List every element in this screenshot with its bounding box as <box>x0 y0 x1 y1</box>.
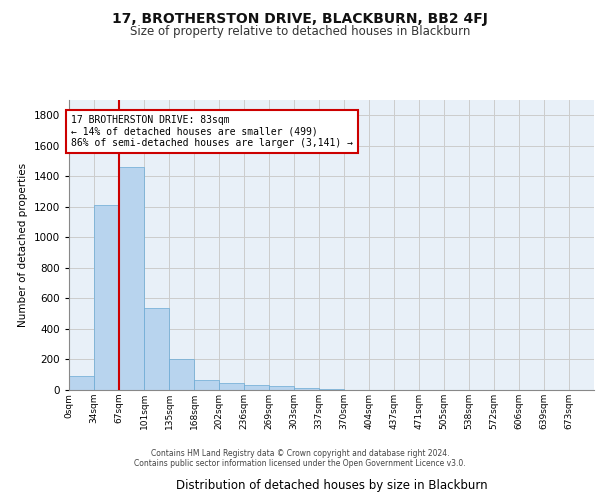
Bar <box>294 388 319 390</box>
Bar <box>94 206 119 390</box>
Text: 17 BROTHERSTON DRIVE: 83sqm
← 14% of detached houses are smaller (499)
86% of se: 17 BROTHERSTON DRIVE: 83sqm ← 14% of det… <box>71 116 353 148</box>
Bar <box>269 386 294 390</box>
Text: Size of property relative to detached houses in Blackburn: Size of property relative to detached ho… <box>130 25 470 38</box>
Bar <box>244 384 269 390</box>
Bar <box>219 383 244 390</box>
Bar <box>144 308 169 390</box>
Text: Contains HM Land Registry data © Crown copyright and database right 2024.: Contains HM Land Registry data © Crown c… <box>151 448 449 458</box>
Bar <box>119 167 144 390</box>
Bar <box>194 380 219 390</box>
Bar <box>69 376 94 390</box>
X-axis label: Distribution of detached houses by size in Blackburn: Distribution of detached houses by size … <box>176 479 487 492</box>
Text: Contains public sector information licensed under the Open Government Licence v3: Contains public sector information licen… <box>134 458 466 468</box>
Bar <box>319 389 344 390</box>
Bar <box>169 358 194 390</box>
Text: 17, BROTHERSTON DRIVE, BLACKBURN, BB2 4FJ: 17, BROTHERSTON DRIVE, BLACKBURN, BB2 4F… <box>112 12 488 26</box>
Y-axis label: Number of detached properties: Number of detached properties <box>18 163 28 327</box>
